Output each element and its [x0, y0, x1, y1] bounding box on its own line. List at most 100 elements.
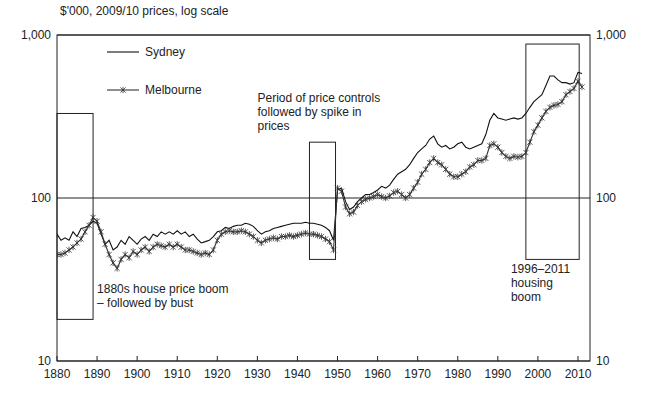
series-marker: [131, 248, 136, 254]
x-tick: [457, 356, 458, 361]
x-tick-label: 1940: [284, 367, 311, 381]
series-marker: [527, 139, 532, 145]
series-marker: [203, 250, 208, 256]
series-marker: [391, 189, 396, 195]
series-marker: [399, 191, 404, 197]
x-tick-label: 1930: [244, 367, 271, 381]
series-line: [57, 81, 582, 268]
legend-label: Melbourne: [145, 83, 202, 97]
series-marker: [66, 247, 71, 253]
series-marker: [106, 251, 111, 257]
annotation-text: 1996–2011: [511, 262, 571, 276]
series-marker: [499, 149, 504, 155]
series-marker: [551, 102, 556, 108]
series-marker: [315, 232, 320, 238]
annotation-text: followed by spike in: [257, 105, 361, 119]
series-marker: [102, 241, 107, 247]
series-marker: [235, 229, 240, 235]
annotation-text: Period of price controls: [257, 91, 380, 105]
series-marker: [299, 231, 304, 237]
series-marker: [415, 179, 420, 185]
series-marker: [111, 260, 116, 266]
x-tick: [57, 356, 58, 361]
series-marker: [287, 232, 292, 238]
series-marker: [403, 195, 408, 201]
series-marker: [179, 244, 184, 250]
series-marker: [90, 214, 95, 220]
annotation-text: – followed by bust: [97, 296, 194, 310]
x-tick: [497, 356, 498, 361]
series-marker: [539, 115, 544, 121]
grid-line: [57, 198, 590, 199]
x-tick: [417, 356, 418, 361]
annotation-text: boom: [511, 290, 541, 304]
series-marker: [555, 101, 560, 107]
series-marker: [567, 88, 572, 94]
plot-frame: [57, 35, 590, 361]
chart: 10101001001,0001,00018801890190019101920…: [0, 0, 650, 399]
x-tick-label: 1980: [444, 367, 471, 381]
x-tick: [577, 356, 578, 361]
series-marker: [355, 202, 360, 208]
series-marker: [491, 141, 496, 147]
x-tick-label: 1910: [164, 367, 191, 381]
series-marker: [407, 191, 412, 197]
x-tick: [297, 356, 298, 361]
x-tick: [337, 356, 338, 361]
series-marker: [379, 193, 384, 199]
series-marker: [115, 265, 120, 271]
series-marker: [251, 233, 256, 239]
series-marker: [515, 154, 520, 160]
series-marker: [78, 236, 83, 242]
x-tick: [177, 356, 178, 361]
x-tick: [137, 356, 138, 361]
legend-label: Sydney: [145, 45, 185, 59]
series-marker: [123, 251, 128, 257]
x-tick: [377, 356, 378, 361]
series-marker: [187, 247, 192, 253]
series-marker: [271, 235, 276, 241]
x-tick-label: 1960: [364, 367, 391, 381]
x-tick-label: 1920: [204, 367, 231, 381]
series-marker: [295, 232, 300, 238]
series-marker: [151, 244, 156, 250]
x-tick-label: 2000: [525, 367, 552, 381]
series-marker: [511, 153, 516, 159]
series-marker: [335, 185, 340, 191]
annotation-text: 1880s house price boom: [97, 282, 228, 296]
series-marker: [195, 250, 200, 256]
series-marker: [331, 247, 336, 253]
series-marker: [167, 241, 172, 247]
x-tick: [537, 356, 538, 361]
series-marker: [367, 195, 372, 201]
series-marker: [227, 228, 232, 234]
legend-marker: [120, 87, 125, 93]
series-marker: [175, 241, 180, 247]
series-marker: [395, 188, 400, 194]
series-marker: [387, 193, 392, 199]
series-marker: [62, 250, 67, 256]
series-marker: [139, 247, 144, 253]
series-marker: [343, 204, 348, 210]
series-marker: [303, 230, 308, 236]
series-marker: [579, 84, 584, 90]
series-marker: [58, 251, 63, 257]
series-marker: [495, 144, 500, 150]
series-marker: [82, 229, 87, 235]
series-marker: [155, 241, 160, 247]
x-tick-label: 1990: [484, 367, 511, 381]
series-marker: [535, 122, 540, 128]
series-marker: [351, 209, 356, 215]
series-marker: [519, 153, 524, 159]
series-marker: [483, 155, 488, 161]
y2-tick-label: 10: [596, 354, 610, 368]
series-marker: [127, 255, 132, 261]
annotation-text: housing: [511, 276, 553, 290]
series-marker: [559, 98, 564, 104]
series-marker: [98, 229, 103, 235]
x-tick: [257, 356, 258, 361]
series-marker: [411, 185, 416, 191]
series-marker: [531, 129, 536, 135]
x-tick-label: 1890: [84, 367, 111, 381]
y-tick-label: 1,000: [21, 28, 51, 42]
